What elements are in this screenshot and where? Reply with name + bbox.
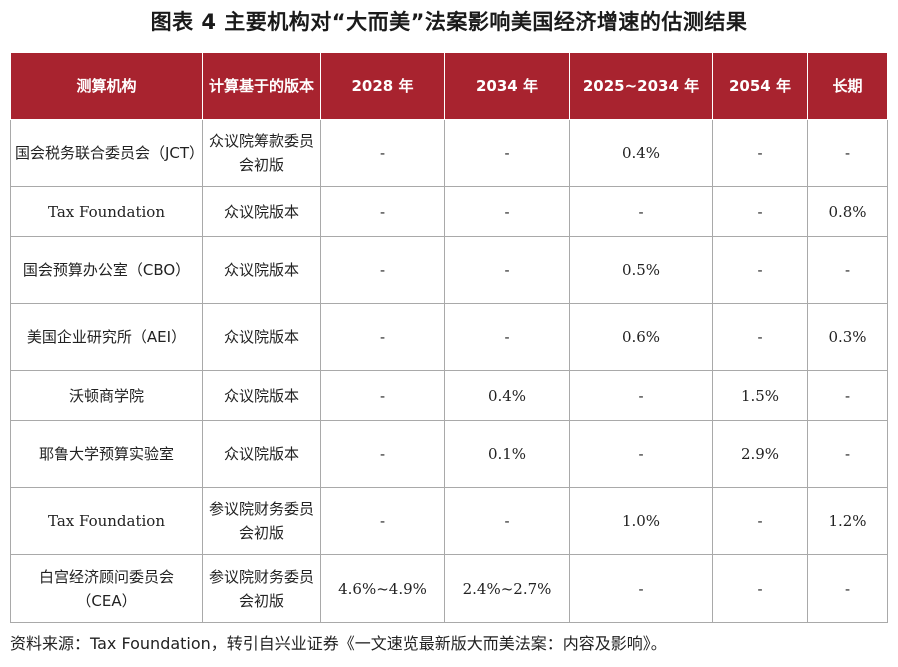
header-long-term: 长期 <box>807 52 888 120</box>
value-2028-cell: - <box>320 420 445 488</box>
basis-cell: 众议院版本 <box>202 303 321 371</box>
value-2028-cell: - <box>320 186 445 237</box>
basis-cell: 众议院版本 <box>202 370 321 421</box>
org-cell: 耶鲁大学预算实验室 <box>10 420 203 488</box>
org-cell: 国会税务联合委员会（JCT） <box>10 119 204 187</box>
value-long-term-cell: 1.2% <box>807 487 888 555</box>
value-2025-2034-cell: - <box>569 186 713 237</box>
value-2025-2034-cell: 0.5% <box>569 236 713 304</box>
value-2034-cell: - <box>444 303 570 371</box>
org-cell: Tax Foundation <box>10 487 203 555</box>
value-2054-cell: - <box>712 554 808 623</box>
value-2028-cell: 4.6%~4.9% <box>320 554 445 623</box>
basis-cell: 众议院版本 <box>202 186 321 237</box>
value-long-term-cell: 0.8% <box>807 186 888 237</box>
value-long-term-cell: 0.3% <box>807 303 888 371</box>
value-long-term-cell: - <box>807 420 888 488</box>
value-2034-cell: - <box>444 487 570 555</box>
value-2054-cell: - <box>712 119 808 187</box>
value-2028-cell: - <box>320 370 445 421</box>
org-cell: Tax Foundation <box>10 186 203 237</box>
figure-title: 图表 4 主要机构对“大而美”法案影响美国经济增速的估测结果 <box>150 10 748 34</box>
org-cell: 沃顿商学院 <box>10 370 203 421</box>
basis-cell: 众议院筹款委员会初版 <box>202 119 321 187</box>
header-2034: 2034 年 <box>444 52 570 120</box>
value-2034-cell: 0.4% <box>444 370 570 421</box>
header-basis: 计算基于的版本 <box>202 52 321 120</box>
value-2034-cell: - <box>444 119 570 187</box>
value-2025-2034-cell: 0.4% <box>569 119 713 187</box>
value-2054-cell: 1.5% <box>712 370 808 421</box>
value-2054-cell: - <box>712 236 808 304</box>
source-note: 资料来源：Tax Foundation，转引自兴业证券《一文速览最新版大而美法案… <box>10 634 667 653</box>
value-2054-cell: - <box>712 303 808 371</box>
org-cell: 美国企业研究所（AEI） <box>10 303 203 371</box>
table-row: 白宫经济顾问委员会（CEA） 参议院财务委员会初版 4.6%~4.9% 2.4%… <box>10 554 888 623</box>
header-org: 测算机构 <box>10 52 203 120</box>
table-row: 耶鲁大学预算实验室 众议院版本 - 0.1% - 2.9% - <box>10 420 888 488</box>
org-cell: 国会预算办公室（CBO） <box>10 236 203 304</box>
table-row: Tax Foundation 参议院财务委员会初版 - - 1.0% - 1.2… <box>10 487 888 555</box>
value-2028-cell: - <box>320 303 445 371</box>
basis-cell: 参议院财务委员会初版 <box>202 554 321 623</box>
value-long-term-cell: - <box>807 236 888 304</box>
table-header-row: 测算机构 计算基于的版本 2028 年 2034 年 2025~2034 年 2… <box>10 52 888 120</box>
value-2054-cell: - <box>712 186 808 237</box>
estimates-table: 测算机构 计算基于的版本 2028 年 2034 年 2025~2034 年 2… <box>10 52 888 623</box>
table-row: 美国企业研究所（AEI） 众议院版本 - - 0.6% - 0.3% <box>10 303 888 371</box>
value-2034-cell: 0.1% <box>444 420 570 488</box>
value-2025-2034-cell: - <box>569 420 713 488</box>
value-2025-2034-cell: - <box>569 554 713 623</box>
value-2034-cell: - <box>444 236 570 304</box>
value-2028-cell: - <box>320 236 445 304</box>
table-row: 国会税务联合委员会（JCT） 众议院筹款委员会初版 - - 0.4% - - <box>10 119 888 187</box>
basis-cell: 众议院版本 <box>202 236 321 304</box>
value-2025-2034-cell: - <box>569 370 713 421</box>
org-cell: 白宫经济顾问委员会（CEA） <box>10 554 203 623</box>
basis-cell: 众议院版本 <box>202 420 321 488</box>
value-long-term-cell: - <box>807 554 888 623</box>
value-2028-cell: - <box>320 487 445 555</box>
value-2054-cell: - <box>712 487 808 555</box>
header-2054: 2054 年 <box>712 52 808 120</box>
value-2034-cell: 2.4%~2.7% <box>444 554 570 623</box>
header-2028: 2028 年 <box>320 52 445 120</box>
basis-cell: 参议院财务委员会初版 <box>202 487 321 555</box>
table-row: 沃顿商学院 众议院版本 - 0.4% - 1.5% - <box>10 370 888 421</box>
table-row: Tax Foundation 众议院版本 - - - - 0.8% <box>10 186 888 237</box>
header-2025-2034: 2025~2034 年 <box>569 52 713 120</box>
value-2025-2034-cell: 1.0% <box>569 487 713 555</box>
value-long-term-cell: - <box>807 119 888 187</box>
value-2025-2034-cell: 0.6% <box>569 303 713 371</box>
table-row: 国会预算办公室（CBO） 众议院版本 - - 0.5% - - <box>10 236 888 304</box>
value-2028-cell: - <box>320 119 445 187</box>
value-2054-cell: 2.9% <box>712 420 808 488</box>
value-long-term-cell: - <box>807 370 888 421</box>
value-2034-cell: - <box>444 186 570 237</box>
